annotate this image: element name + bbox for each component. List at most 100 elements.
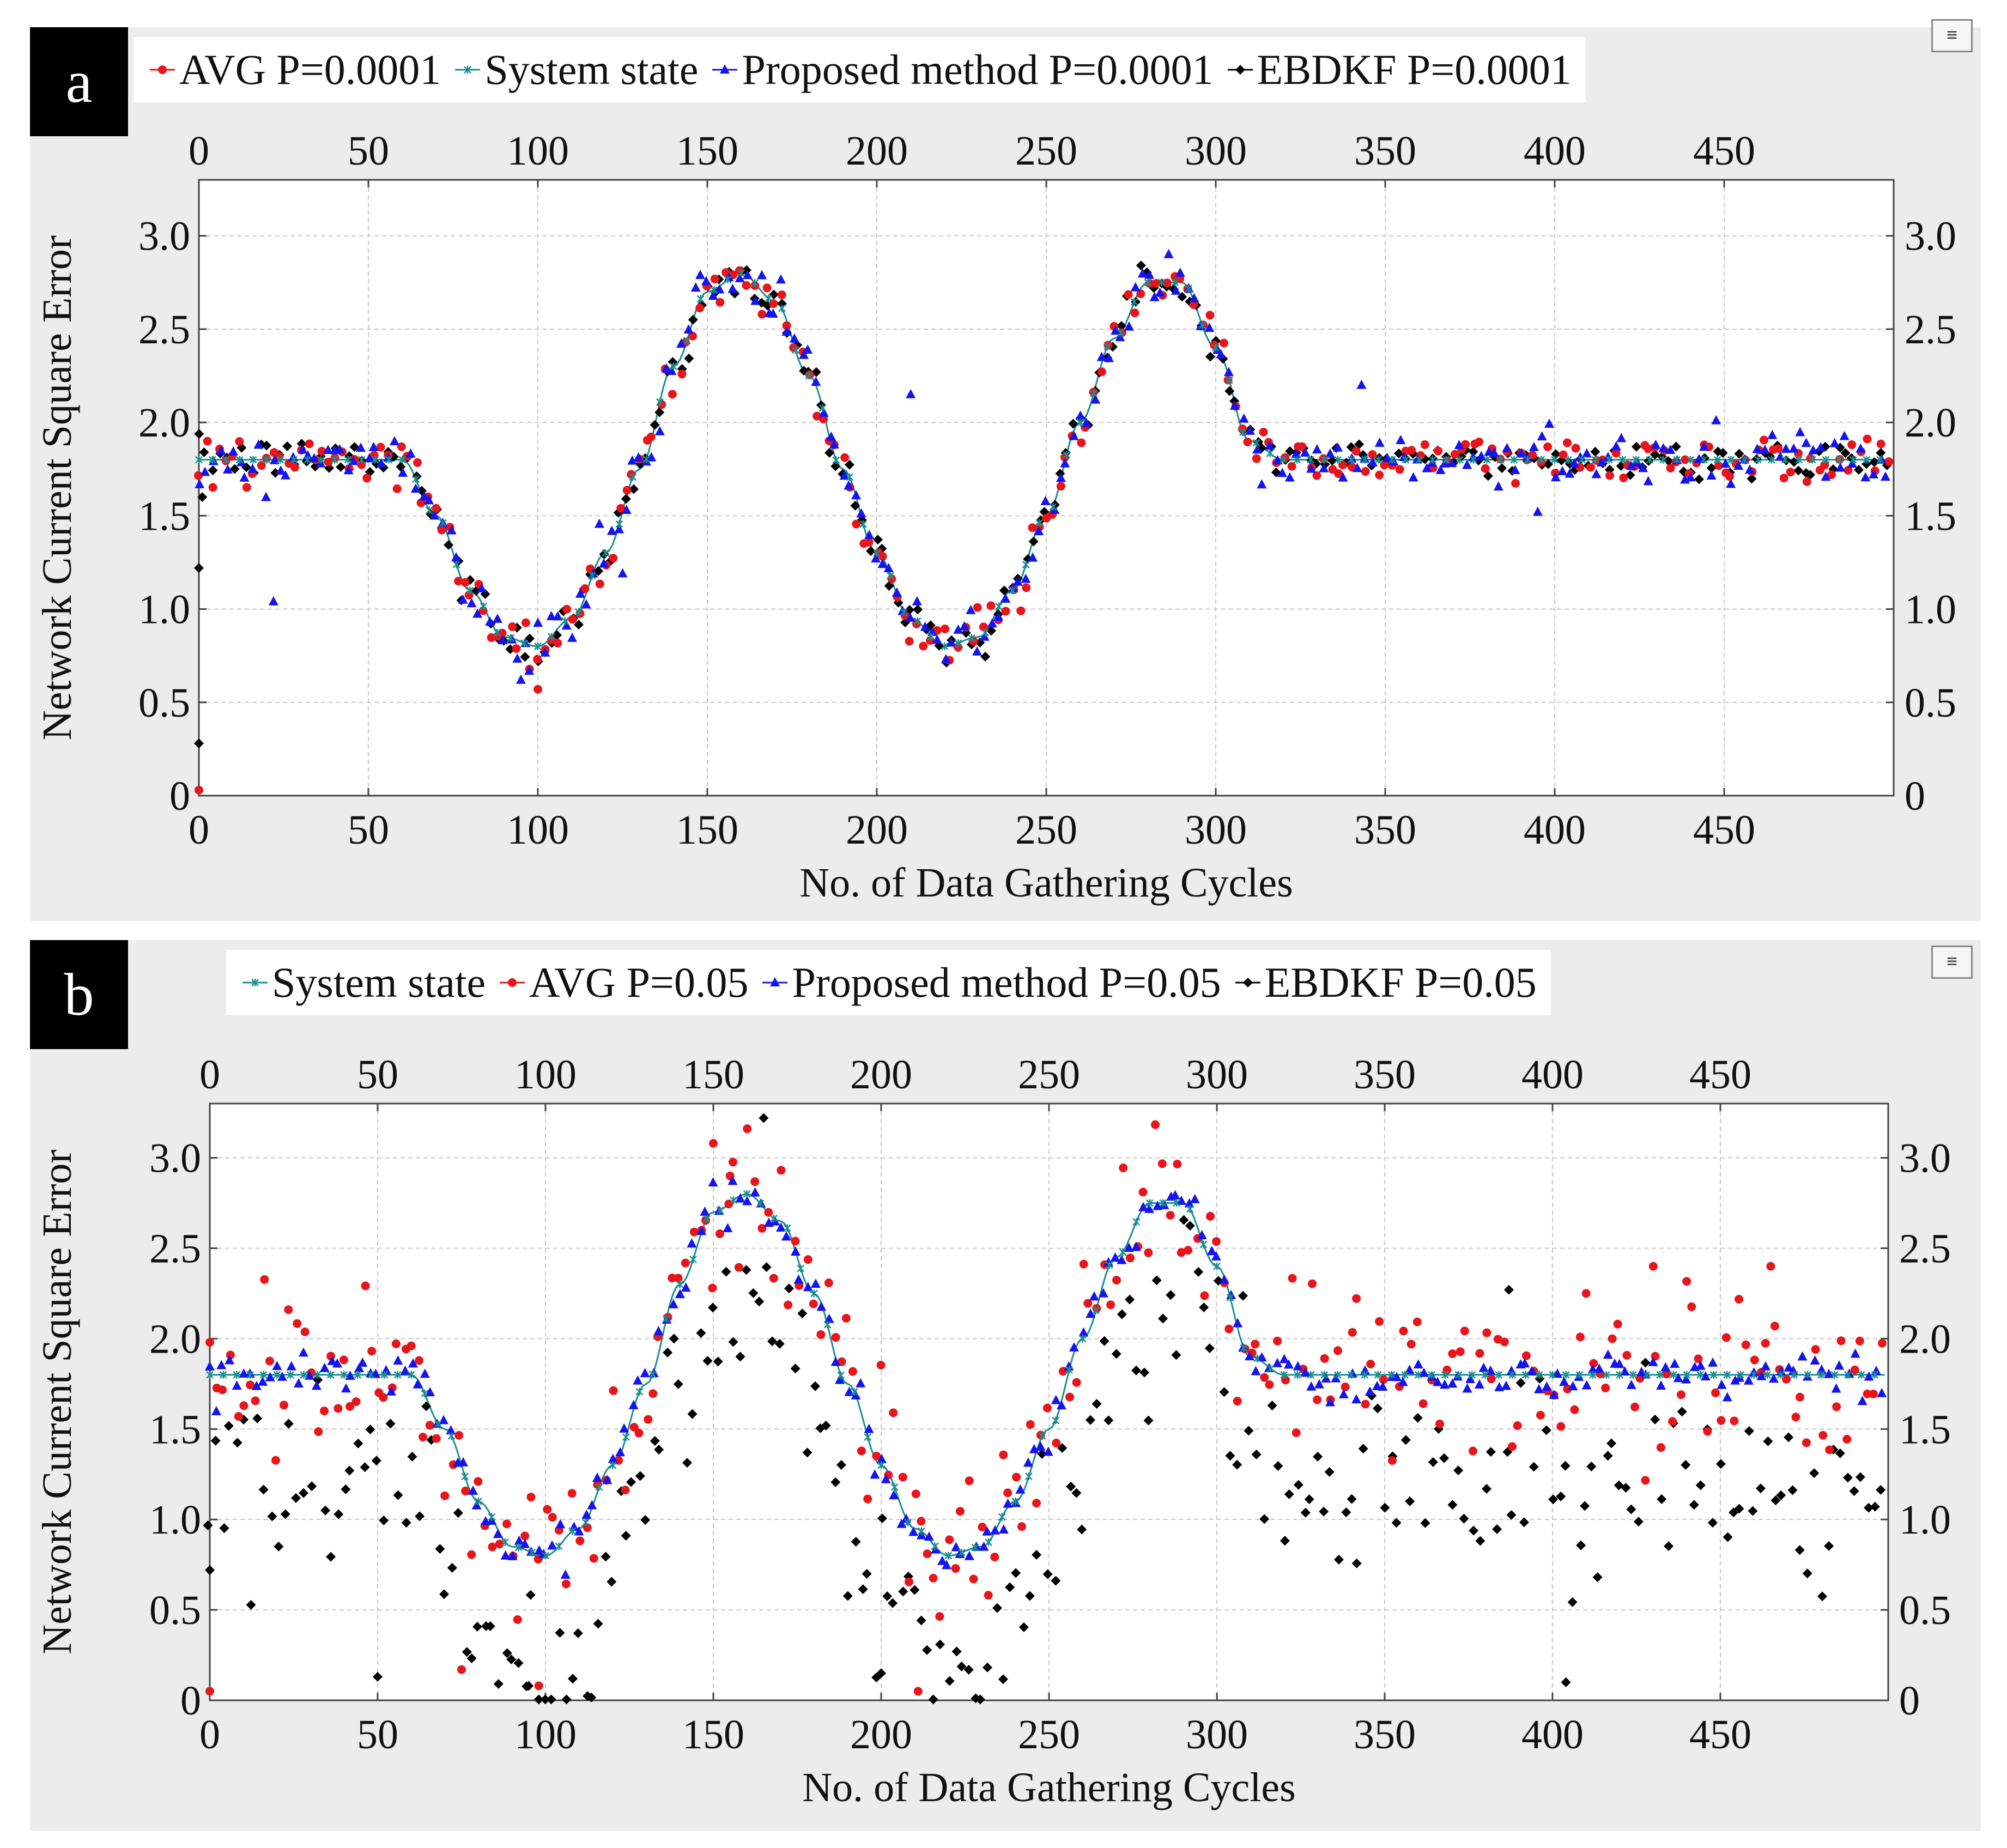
legend-item-proposed[interactable]: Proposed method P=0.0001 [710,45,1214,94]
data-point-proposed [251,1380,262,1390]
data-point-avg [425,1421,434,1430]
data-point-system [1280,1371,1288,1379]
data-point-system [1700,456,1708,464]
data-point-proposed [987,618,997,628]
x-tick-label-top: 250 [1015,128,1077,174]
data-point-avg [709,1139,718,1148]
data-point-system [259,1371,268,1379]
data-point-proposed [851,490,861,500]
data-point-proposed [1534,1384,1544,1393]
data-point-proposed [1440,1379,1450,1389]
data-point-proposed [1626,461,1636,470]
data-point-proposed [1190,1193,1200,1203]
data-point-proposed [498,635,508,645]
data-point-avg [1832,1402,1841,1411]
data-point-proposed [1871,1366,1882,1376]
data-point-proposed [1398,1377,1408,1386]
data-point-ebdkf [759,1113,769,1123]
data-point-ebdkf [373,1671,383,1682]
data-point-proposed [1520,1358,1530,1368]
x-tick-label-bottom: 300 [1185,807,1247,853]
data-point-system [1307,1371,1315,1379]
data-point-avg [917,1517,926,1526]
data-point-avg [1233,1397,1242,1406]
data-point-avg [878,552,887,561]
legend-item-ebdkf[interactable]: EBDKF P=0.0001 [1226,45,1572,94]
legend-item-ebdkf[interactable]: EBDKF P=0.05 [1233,958,1537,1007]
data-point-avg [392,484,402,493]
list-icon[interactable]: ≡ [1931,19,1973,52]
data-point-system [474,1498,482,1505]
data-point-avg [474,1477,483,1486]
data-point-proposed [1206,1246,1217,1256]
data-point-system [1361,1371,1368,1379]
list-icon[interactable]: ≡ [1931,946,1973,979]
data-point-avg [461,1486,470,1495]
data-point-avg [1212,1237,1221,1246]
data-point-proposed [803,1282,813,1292]
data-point-system [1564,456,1572,464]
y-tick-label-left: 0 [180,1678,201,1724]
x-tick-label-top: 0 [189,128,209,174]
data-point-proposed [247,463,258,473]
data-point-ebdkf [1068,419,1078,429]
data-point-avg [929,1573,938,1583]
data-point-ebdkf [1024,1591,1035,1601]
x-tick-label-top: 200 [850,1052,912,1098]
data-point-ebdkf [573,1628,583,1638]
data-point-proposed [1155,287,1165,297]
data-point-system [859,520,868,528]
legend-item-system[interactable]: System state [240,958,486,1007]
data-point-proposed [1493,481,1503,491]
data-point-proposed [1733,461,1744,470]
data-point-system [1090,389,1098,397]
data-point-avg [1351,446,1361,456]
x-tick-label-bottom: 100 [507,807,569,853]
legend-item-avg[interactable]: AVG P=0.05 [498,958,748,1007]
data-point-proposed [1435,464,1446,474]
data-point-avg [629,1422,639,1432]
data-point-ebdkf [626,1477,636,1487]
data-point-proposed [1454,440,1464,450]
data-point-system [1063,451,1071,459]
data-point-system [1521,1371,1530,1379]
data-point-proposed [844,480,854,490]
x-tick-label-top: 100 [507,128,569,174]
data-point-proposed [826,431,836,441]
data-point-avg [239,1401,248,1410]
legend-item-proposed[interactable]: Proposed method P=0.05 [760,958,1221,1007]
data-point-system [737,269,745,277]
data-point-proposed [1325,448,1335,458]
data-point-proposed [892,587,902,597]
data-point-ebdkf [1485,1447,1496,1457]
data-point-ebdkf [635,1471,645,1481]
data-point-avg [1648,1262,1658,1271]
data-point-ebdkf [1179,1215,1189,1225]
series-ebdkf [203,1113,1886,1705]
plot-area-a: 0050501001001501502002002502503003003503… [34,128,1956,906]
data-point-avg [1273,1336,1282,1346]
data-point-proposed [979,1541,989,1551]
data-point-system [1402,456,1410,464]
data-point-proposed [524,665,535,675]
legend-marker-shape-proposed [720,64,730,74]
data-point-proposed [905,612,915,622]
data-point-avg [1469,1446,1477,1456]
data-point-proposed [906,389,916,398]
data-point-system [461,1473,469,1481]
data-point-avg [334,1404,343,1413]
legend-item-avg[interactable]: AVG P=0.0001 [148,45,441,94]
data-point-system [1266,1365,1275,1373]
data-point-ebdkf [1650,1414,1660,1425]
data-point-proposed [514,1535,524,1545]
data-point-avg [203,437,212,446]
data-point-proposed [614,524,624,534]
data-point-proposed [1338,1389,1349,1398]
data-point-avg [913,1687,923,1696]
data-point-ebdkf [447,1562,457,1573]
data-point-system [1334,456,1342,464]
x-axis-title: No. of Data Gathering Cycles [799,860,1293,906]
data-point-ebdkf [1131,1365,1141,1376]
legend-item-system[interactable]: System state [453,45,698,94]
data-point-system [1741,456,1749,464]
